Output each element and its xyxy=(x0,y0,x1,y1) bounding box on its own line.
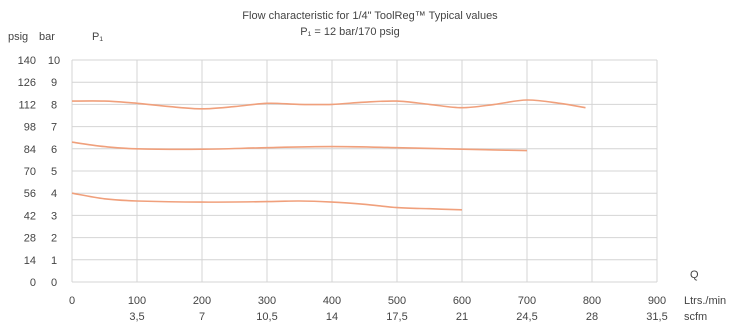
x-tick-label-ltrs: 400 xyxy=(323,295,341,307)
y-tick-label-psig: 126 xyxy=(18,77,36,89)
series-line-3 xyxy=(71,192,463,211)
y-tick-label-psig: 14 xyxy=(24,255,36,267)
y-tick-label-bar: 3 xyxy=(51,210,57,222)
chart-subtitle: P₁ = 12 bar/170 psig xyxy=(300,26,399,38)
y-tick-label-psig: 0 xyxy=(30,277,36,289)
y-tick-label-psig: 98 xyxy=(24,122,36,134)
y-tick-label-psig: 28 xyxy=(24,233,36,245)
y-tick-label-bar: 5 xyxy=(51,166,57,178)
gridlines xyxy=(71,59,658,283)
x-tick-label-scfm: 7 xyxy=(199,311,205,323)
x-axis-unit-ltrs-min: Ltrs./min xyxy=(684,295,726,307)
y-axis: 0 0 14 1 28 2 42 3 56 4 70 5 84 6 98 7 112 8 126 9 140 10 xyxy=(18,55,60,289)
x-tick-label-ltrs: 0 xyxy=(69,295,75,307)
x-tick-label-scfm: 24,5 xyxy=(516,311,537,323)
y-tick-label-psig: 112 xyxy=(18,99,36,111)
y-tick-label-psig: 140 xyxy=(18,55,36,67)
y-tick-label-bar: 1 xyxy=(51,255,57,267)
y-tick-label-psig: 56 xyxy=(24,188,36,200)
x-tick-label-ltrs: 200 xyxy=(193,295,211,307)
x-tick-label-ltrs: 600 xyxy=(453,295,471,307)
y-tick-label-bar: 4 xyxy=(51,188,57,200)
y-tick-label-bar: 0 xyxy=(51,277,57,289)
y-axis-header-p1: P₁ xyxy=(92,31,103,43)
x-tick-label-ltrs: 500 xyxy=(388,295,406,307)
y-tick-label-bar: 7 xyxy=(51,122,57,134)
y-tick-label-bar: 9 xyxy=(51,77,57,89)
x-tick-label-ltrs: 100 xyxy=(128,295,146,307)
y-tick-label-bar: 8 xyxy=(51,99,57,111)
y-tick-label-bar: 6 xyxy=(51,144,57,156)
x-axis-unit-scfm: scfm xyxy=(684,311,707,323)
x-tick-label-scfm: 14 xyxy=(326,311,338,323)
x-tick-label-scfm: 28 xyxy=(586,311,598,323)
series-group xyxy=(71,99,586,211)
y-tick-label-bar: 2 xyxy=(51,233,57,245)
y-tick-label-psig: 84 xyxy=(24,144,36,156)
x-axis-header-q: Q xyxy=(690,269,699,281)
x-tick-label-scfm: 3,5 xyxy=(129,311,144,323)
x-tick-label-scfm: 17,5 xyxy=(386,311,407,323)
y-tick-label-psig: 70 xyxy=(24,166,36,178)
x-tick-label-ltrs: 800 xyxy=(583,295,601,307)
y-axis-header-psig: psig xyxy=(8,31,28,43)
x-tick-label-ltrs: 900 xyxy=(648,295,666,307)
x-tick-label-scfm: 31,5 xyxy=(646,311,667,323)
chart-title: Flow characteristic for 1/4" ToolReg™ Ty… xyxy=(242,10,498,22)
series-line-2 xyxy=(71,141,528,152)
y-axis-header-bar: bar xyxy=(39,31,55,43)
x-tick-label-ltrs: 700 xyxy=(518,295,536,307)
x-axis: 0 100 3,5 200 7 300 10,5 400 14 500 17,5 600 21 700 24… xyxy=(69,295,668,323)
series-line-1 xyxy=(71,99,586,110)
x-tick-label-scfm: 10,5 xyxy=(256,311,277,323)
y-tick-label-bar: 10 xyxy=(48,55,60,67)
x-tick-label-ltrs: 300 xyxy=(258,295,276,307)
x-tick-label-scfm: 21 xyxy=(456,311,468,323)
y-tick-label-psig: 42 xyxy=(24,210,36,222)
